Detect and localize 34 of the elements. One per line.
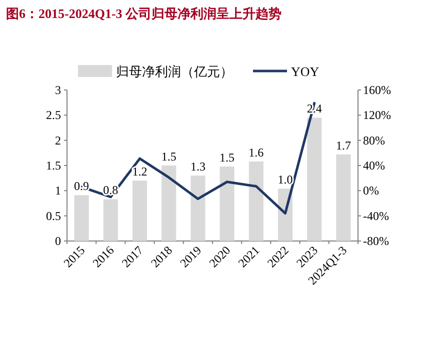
legend-label: 归母净利润（亿元） <box>116 64 233 79</box>
y2-tick-label: 160% <box>363 83 391 97</box>
y-tick-label: 1.5 <box>46 158 61 172</box>
data-label: 1.3 <box>190 160 206 174</box>
chart-title: 图6：2015-2024Q1-3 公司归母净利润呈上升趋势 <box>6 6 282 21</box>
bar <box>336 154 351 241</box>
data-label: 1.5 <box>220 150 235 165</box>
bar <box>103 199 118 241</box>
y-tick-label: 3 <box>55 83 61 97</box>
bar <box>190 176 206 241</box>
bar <box>162 166 176 241</box>
bar <box>248 161 264 241</box>
y-tick-label: 2 <box>55 133 61 148</box>
y-tick-label: 0 <box>55 234 61 248</box>
y2-tick-label: 120% <box>363 108 391 122</box>
data-label: 0.9 <box>74 179 90 194</box>
data-label: 1.2 <box>132 164 148 179</box>
y2-tick-label: -80% <box>363 234 389 248</box>
y2-tick-label: 40% <box>363 158 385 172</box>
bar <box>307 118 322 241</box>
data-label: 1.5 <box>161 150 176 164</box>
y2-tick-label: 0% <box>363 184 379 198</box>
bar <box>220 166 234 241</box>
y2-tick-label: -40% <box>363 208 389 223</box>
bar <box>74 195 89 241</box>
bar <box>132 180 148 241</box>
data-label: 1.0 <box>278 172 293 187</box>
data-label: 1.6 <box>248 145 264 160</box>
y-tick-label: 2.5 <box>46 108 61 122</box>
legend-label: YOY <box>291 64 320 79</box>
y-tick-label: 0.5 <box>46 208 61 223</box>
y2-tick-label: 80% <box>363 133 385 148</box>
y-tick-label: 1 <box>55 184 61 198</box>
data-label: 1.7 <box>336 138 351 152</box>
